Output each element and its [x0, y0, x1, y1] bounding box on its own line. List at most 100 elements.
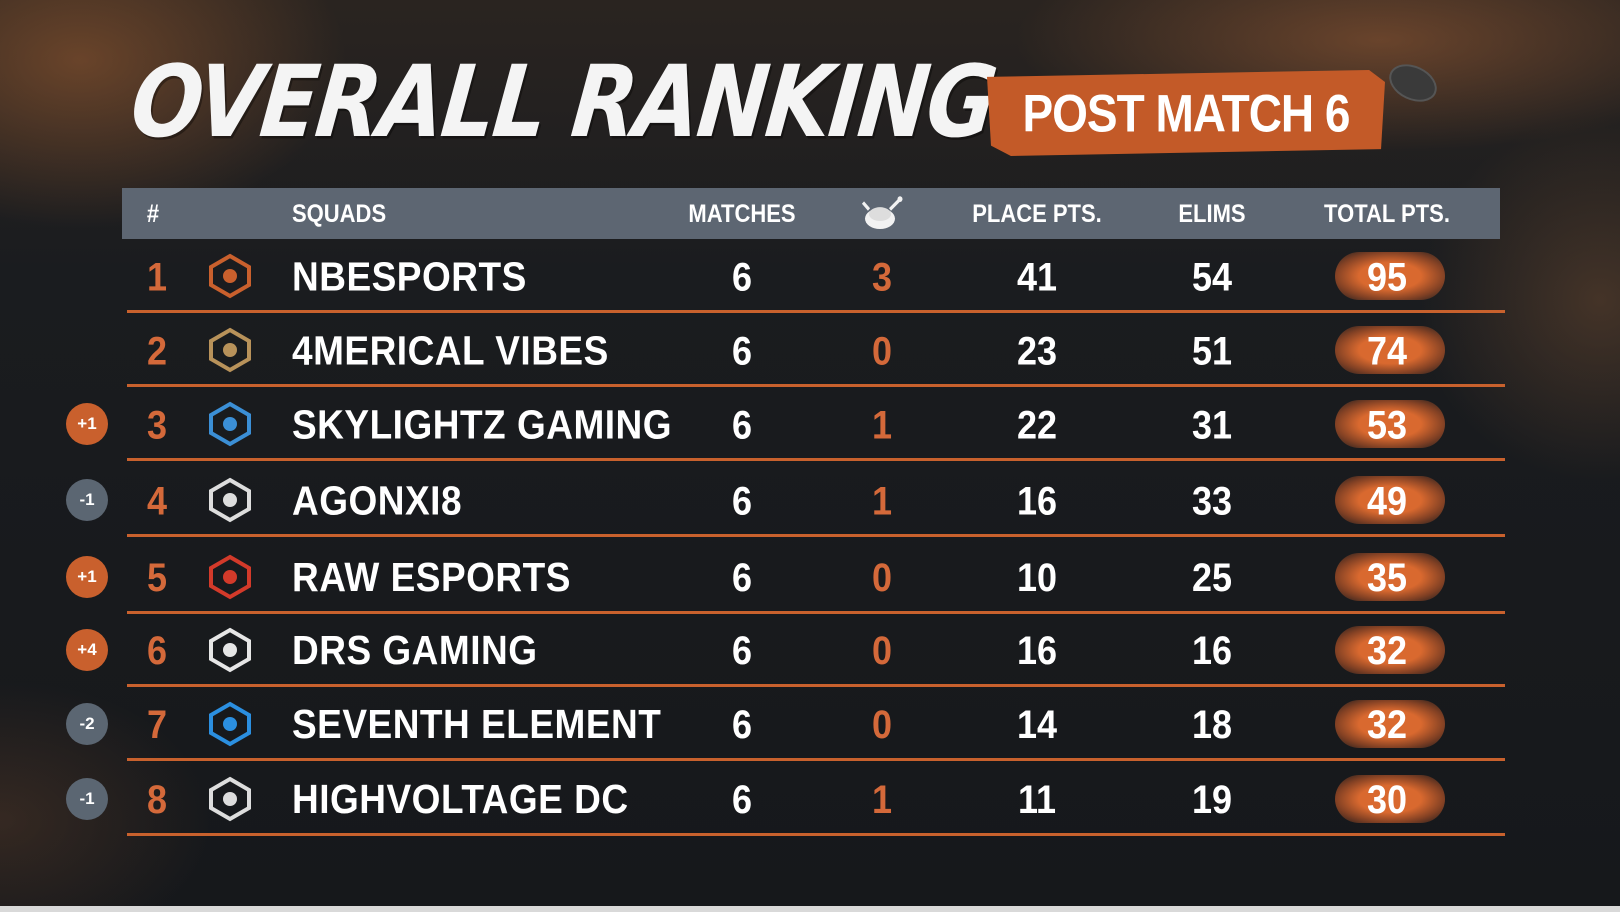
matches-value: 6	[731, 401, 753, 447]
wins-value: 0	[871, 327, 893, 373]
total-pts-highlight	[1335, 775, 1445, 823]
elims-value: 16	[1191, 627, 1233, 673]
total-pts-value: 53	[1366, 401, 1408, 447]
total-pts-value: 30	[1366, 776, 1408, 822]
total-pts-value: 35	[1366, 554, 1408, 600]
wins-value: 0	[871, 554, 893, 600]
total-pts-highlight	[1335, 326, 1445, 374]
rank-change-badge: -2	[66, 703, 108, 745]
table-row: 4 AGONXI8 6 1 16 33 49 -1	[66, 464, 1505, 537]
header-total-pts: TOTAL PTS.	[1324, 198, 1450, 228]
wins-value: 0	[871, 627, 893, 673]
subtitle-banner: POST MATCH 6	[987, 70, 1385, 156]
squad-name: HIGHVOLTAGE DC	[292, 776, 629, 822]
matches-value: 6	[731, 554, 753, 600]
total-pts-highlight	[1335, 700, 1445, 748]
total-pts-value: 32	[1366, 701, 1408, 747]
wins-value: 1	[871, 401, 893, 447]
table-row: 7 SEVENTH ELEMENT 6 0 14 18 32 -2	[66, 688, 1505, 761]
table-row: 3 SKYLIGHTZ GAMING 6 1 22 31 53 +1	[66, 388, 1505, 461]
table-row: 1 NBESPORTS 6 3 41 54 95	[127, 240, 1505, 313]
rank-change-badge: +4	[66, 629, 108, 671]
table-row: 8 HIGHVOLTAGE DC 6 1 11 19 30 -1	[66, 763, 1505, 836]
place-pts-value: 41	[1016, 253, 1058, 299]
wins-value: 3	[871, 253, 893, 299]
header-wins	[852, 184, 912, 243]
total-pts-highlight	[1335, 553, 1445, 601]
bottom-strip	[0, 906, 1620, 912]
subtitle-text: POST MATCH 6	[1022, 83, 1350, 143]
matches-value: 6	[731, 627, 753, 673]
rank-number: 1	[146, 253, 168, 299]
4merical-vibes-logo	[205, 326, 255, 374]
rank-change-badge: +1	[66, 403, 108, 445]
row-divider	[127, 534, 1505, 537]
matches-value: 6	[731, 327, 753, 373]
header-matches: MATCHES	[688, 198, 796, 228]
total-pts-value: 74	[1366, 327, 1408, 373]
total-pts-value: 32	[1366, 627, 1408, 673]
total-pts-highlight	[1335, 400, 1445, 448]
total-pts-value: 49	[1366, 477, 1408, 523]
matches-value: 6	[731, 253, 753, 299]
rank-number: 7	[146, 701, 168, 747]
chicken-dinner-icon	[861, 195, 903, 229]
table-row: 6 DRS GAMING 6 0 16 16 32 +4	[66, 614, 1505, 687]
place-pts-value: 11	[1017, 776, 1057, 822]
squad-name: 4MERICAL VIBES	[292, 327, 609, 373]
header-rank: #	[146, 198, 160, 228]
highvoltage-dc-logo	[205, 775, 255, 823]
raw-esports-logo	[205, 553, 255, 601]
row-divider	[127, 758, 1505, 761]
elims-value: 19	[1191, 776, 1233, 822]
nbesports-logo	[205, 252, 255, 300]
rank-number: 5	[146, 554, 168, 600]
rank-number: 3	[146, 401, 168, 447]
rank-number: 8	[146, 776, 168, 822]
elims-value: 54	[1191, 253, 1233, 299]
place-pts-value: 23	[1016, 327, 1058, 373]
squad-name: DRS GAMING	[292, 627, 538, 673]
row-divider	[127, 458, 1505, 461]
row-divider	[127, 833, 1505, 836]
total-pts-value: 95	[1366, 253, 1408, 299]
table-row: 5 RAW ESPORTS 6 0 10 25 35 +1	[66, 541, 1505, 614]
wins-value: 1	[871, 776, 893, 822]
elims-value: 18	[1191, 701, 1233, 747]
matches-value: 6	[731, 477, 753, 523]
matches-value: 6	[731, 776, 753, 822]
squad-name: NBESPORTS	[292, 253, 527, 299]
total-pts-highlight	[1335, 476, 1445, 524]
squad-name: RAW ESPORTS	[292, 554, 571, 600]
drs-gaming-logo	[205, 626, 255, 674]
rank-change-badge: +1	[66, 556, 108, 598]
wins-value: 1	[871, 477, 893, 523]
rank-number: 2	[146, 327, 168, 373]
place-pts-value: 14	[1016, 701, 1058, 747]
place-pts-value: 10	[1016, 554, 1058, 600]
total-pts-highlight	[1335, 252, 1445, 300]
row-divider	[127, 684, 1505, 687]
elims-value: 31	[1191, 401, 1233, 447]
place-pts-value: 22	[1016, 401, 1058, 447]
total-pts-highlight	[1335, 626, 1445, 674]
rank-change-badge: -1	[66, 778, 108, 820]
elims-value: 25	[1191, 554, 1233, 600]
rank-number: 4	[146, 477, 168, 523]
elims-value: 51	[1191, 327, 1233, 373]
header-elims: ELIMS	[1178, 198, 1246, 228]
matches-value: 6	[731, 701, 753, 747]
header-place-pts: PLACE PTS.	[972, 198, 1102, 228]
page-title: OVERALL RANKING	[125, 44, 1001, 160]
agonxi8-logo	[205, 476, 255, 524]
row-divider	[127, 611, 1505, 614]
elims-value: 33	[1191, 477, 1233, 523]
skylightz-logo	[205, 400, 255, 448]
squad-name: AGONXI8	[292, 477, 463, 523]
seventh-element-logo	[205, 700, 255, 748]
rank-number: 6	[146, 627, 168, 673]
table-header: # SQUADS MATCHES PLACE PTS. ELIMS TOTAL …	[122, 188, 1500, 239]
rank-change-badge: -1	[66, 479, 108, 521]
squad-name: SEVENTH ELEMENT	[292, 701, 662, 747]
wins-value: 0	[871, 701, 893, 747]
